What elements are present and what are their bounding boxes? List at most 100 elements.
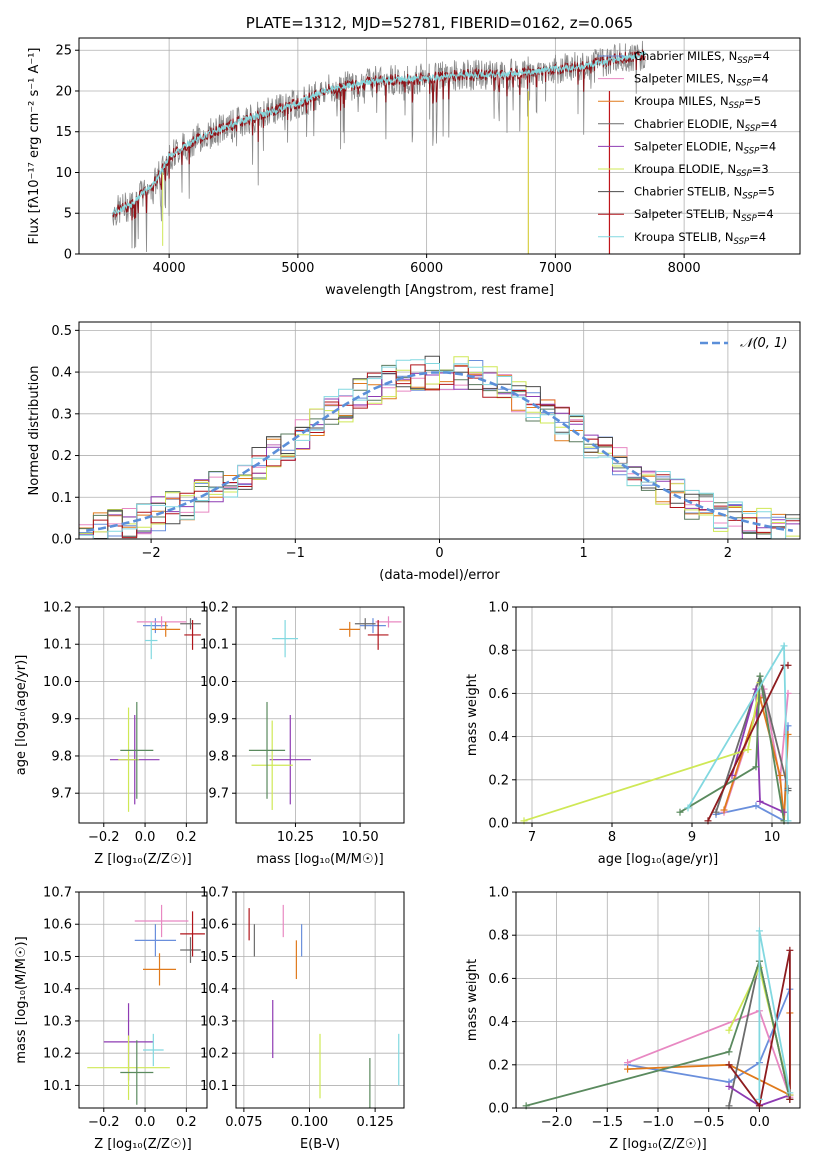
histogram-series bbox=[79, 364, 800, 540]
x-tick-label: −0.5 bbox=[693, 1115, 725, 1130]
chart-title: PLATE=1312, MJD=52781, FIBERID=0162, z=0… bbox=[246, 14, 633, 32]
x-tick-label: 8 bbox=[608, 830, 616, 845]
x-tick-label: −1 bbox=[286, 546, 305, 561]
axes-frame bbox=[235, 891, 405, 1109]
y-tick-label: 10.2 bbox=[43, 601, 72, 616]
x-tick-label: −0.2 bbox=[88, 830, 120, 845]
x-axis-label: E(B-V) bbox=[300, 1137, 340, 1152]
x-tick-label: 2 bbox=[724, 546, 732, 561]
y-tick-label: 10.5 bbox=[200, 950, 229, 965]
gaussian-line bbox=[86, 371, 793, 532]
y-tick-label: 0.4 bbox=[51, 366, 72, 381]
x-tick-label: 9 bbox=[688, 830, 696, 845]
y-tick-label: 9.8 bbox=[208, 749, 229, 764]
y-tick-label: 0.5 bbox=[51, 324, 72, 339]
y-tick-label: 0.2 bbox=[488, 1058, 509, 1073]
x-axis-label: age [log₁₀(age/yr)] bbox=[598, 852, 719, 867]
y-tick-label: 20 bbox=[55, 84, 72, 99]
x-tick-label: 7 bbox=[528, 830, 536, 845]
y-tick-label: 15 bbox=[55, 125, 72, 140]
weight-series bbox=[728, 950, 791, 1108]
y-tick-label: 10.3 bbox=[43, 1014, 72, 1029]
legend-label: Chabrier ELODIE, NSSP=4 bbox=[634, 117, 777, 134]
y-tick-label: 10.3 bbox=[200, 1014, 229, 1029]
x-tick-label: −1.0 bbox=[642, 1115, 674, 1130]
y-tick-label: 0.0 bbox=[488, 1102, 509, 1117]
y-tick-label: 0.8 bbox=[488, 929, 509, 944]
x-tick-label: 0.100 bbox=[291, 1115, 328, 1130]
y-tick-label: 0.2 bbox=[488, 773, 509, 788]
y-tick-label: 9.7 bbox=[51, 787, 72, 802]
y-tick-label: 10.4 bbox=[200, 982, 229, 997]
x-axis-label: Z [log₁₀(Z/Z☉)] bbox=[609, 1137, 706, 1152]
y-tick-label: 10 bbox=[55, 166, 72, 181]
axes-frame bbox=[78, 321, 801, 540]
axes-frame bbox=[78, 891, 208, 1109]
x-tick-label: 10.25 bbox=[277, 830, 314, 845]
x-tick-label: 10.50 bbox=[341, 830, 378, 845]
weight-series bbox=[687, 642, 789, 821]
legend-label: Chabrier STELIB, NSSP=5 bbox=[634, 185, 775, 202]
errorbar-group bbox=[248, 904, 400, 1108]
x-tick-label: 5000 bbox=[281, 261, 314, 276]
axes-frame bbox=[515, 606, 801, 824]
weight-series bbox=[523, 682, 761, 822]
y-tick-label: 0.6 bbox=[488, 972, 509, 987]
legend-label: Salpeter ELODIE, NSSP=4 bbox=[634, 139, 776, 156]
y-tick-label: 10.6 bbox=[43, 918, 72, 933]
axes-frame bbox=[78, 37, 801, 255]
y-tick-label: 9.9 bbox=[208, 712, 229, 727]
x-tick-label: −1.5 bbox=[591, 1115, 623, 1130]
x-tick-label: 0.125 bbox=[357, 1115, 394, 1130]
y-tick-label: 10.1 bbox=[43, 1079, 72, 1094]
x-tick-label: 0.2 bbox=[176, 830, 197, 845]
axes-frame bbox=[78, 606, 208, 824]
x-axis-label: Z [log₁₀(Z/Z☉)] bbox=[94, 1137, 191, 1152]
y-tick-label: 10.0 bbox=[200, 675, 229, 690]
x-tick-label: −2 bbox=[142, 546, 161, 561]
histogram-series bbox=[79, 359, 800, 540]
x-tick-label: 0.0 bbox=[135, 830, 156, 845]
y-tick-label: 0 bbox=[64, 248, 72, 263]
y-tick-label: 0.6 bbox=[488, 687, 509, 702]
y-tick-label: 25 bbox=[55, 44, 72, 59]
y-tick-label: 1.0 bbox=[488, 601, 509, 616]
x-tick-label: 4000 bbox=[153, 261, 186, 276]
y-tick-label: 10.2 bbox=[200, 601, 229, 616]
y-tick-label: 10.1 bbox=[200, 1079, 229, 1094]
x-tick-label: 0.0 bbox=[749, 1115, 770, 1130]
x-tick-label: 6000 bbox=[410, 261, 443, 276]
y-tick-label: 0.4 bbox=[488, 1015, 509, 1030]
x-tick-label: 0.2 bbox=[176, 1115, 197, 1130]
legend-label: Salpeter STELIB, NSSP=4 bbox=[634, 207, 774, 224]
x-tick-label: 8000 bbox=[668, 261, 701, 276]
y-tick-label: 10.6 bbox=[200, 918, 229, 933]
legend-label: Kroupa MILES, NSSP=5 bbox=[634, 94, 761, 111]
legend-label: Salpeter MILES, NSSP=4 bbox=[634, 72, 769, 89]
x-tick-label: −0.2 bbox=[88, 1115, 120, 1130]
errorbar-group bbox=[248, 616, 402, 810]
x-tick-label: 0.0 bbox=[135, 1115, 156, 1130]
y-tick-label: 0.0 bbox=[488, 817, 509, 832]
x-tick-label: 0.075 bbox=[225, 1115, 262, 1130]
y-tick-label: 10.1 bbox=[200, 638, 229, 653]
x-axis-label: mass [log₁₀(M/M☉)] bbox=[256, 852, 383, 867]
spectrum-group bbox=[112, 40, 646, 254]
x-tick-label: 7000 bbox=[539, 261, 572, 276]
y-axis-label: mass weight bbox=[465, 959, 480, 1041]
y-tick-label: 10.1 bbox=[43, 638, 72, 653]
legend-label: Chabrier MILES, NSSP=4 bbox=[634, 49, 770, 66]
y-tick-label: 0.3 bbox=[51, 407, 72, 422]
weight-series bbox=[731, 688, 785, 814]
y-axis-label: age [log₁₀(age/yr)] bbox=[14, 655, 29, 776]
weight-series bbox=[679, 675, 785, 821]
y-tick-label: 9.7 bbox=[208, 787, 229, 802]
y-tick-label: 10.4 bbox=[43, 982, 72, 997]
y-tick-label: 10.2 bbox=[200, 1047, 229, 1062]
y-tick-label: 0.4 bbox=[488, 730, 509, 745]
weight-series bbox=[715, 725, 789, 823]
y-tick-label: 9.8 bbox=[51, 749, 72, 764]
legend-label: Kroupa STELIB, NSSP=4 bbox=[634, 230, 766, 247]
y-tick-label: 9.9 bbox=[51, 712, 72, 727]
